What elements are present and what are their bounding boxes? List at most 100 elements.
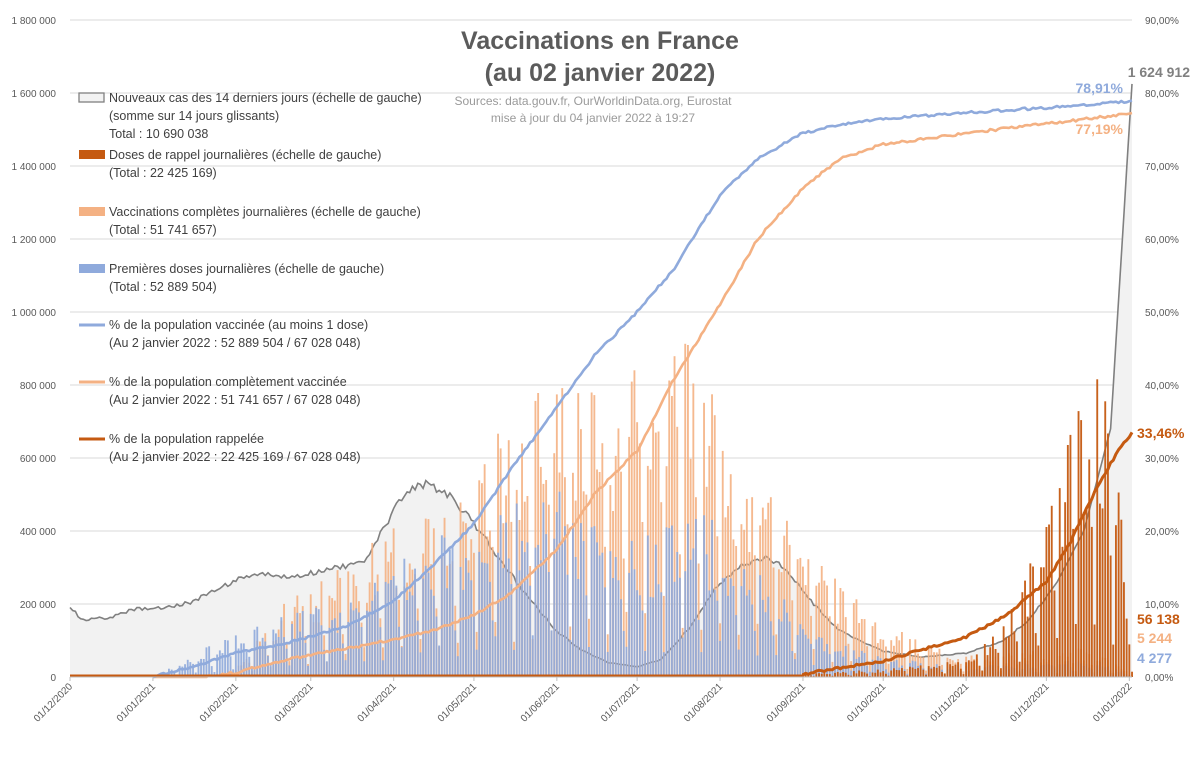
- first-bar: [280, 617, 283, 677]
- x-tick-label: 01/06/2021: [519, 681, 562, 724]
- first-bar: [695, 519, 697, 677]
- booster-bar: [1032, 566, 1034, 677]
- booster-bar: [818, 673, 820, 677]
- full-bar: [842, 591, 845, 677]
- first-bar: [679, 577, 681, 677]
- first-bar: [555, 512, 558, 677]
- full-bar: [769, 497, 772, 677]
- booster-bar: [1131, 671, 1133, 677]
- booster-bar: [844, 672, 847, 677]
- booster-bar: [1101, 508, 1104, 677]
- full-bar: [673, 356, 676, 677]
- end-label-pct-booster: 33,46%: [1137, 425, 1185, 441]
- end-label-pct-full: 77,19%: [1076, 121, 1124, 137]
- booster-bar: [1112, 644, 1115, 677]
- first-bar: [427, 572, 430, 677]
- booster-bar: [1096, 379, 1099, 677]
- first-bar: [649, 596, 652, 677]
- first-bar: [553, 538, 556, 677]
- booster-bar: [1117, 492, 1120, 677]
- first-bar: [593, 526, 596, 677]
- full-bar: [729, 474, 732, 677]
- first-bar: [839, 651, 842, 677]
- first-bar: [778, 619, 780, 677]
- first-bar: [665, 527, 668, 677]
- booster-bar: [1061, 546, 1064, 677]
- full-bar: [791, 600, 794, 677]
- end-label-first: 4 277: [1137, 650, 1172, 666]
- first-bar: [713, 589, 716, 677]
- first-bar: [802, 629, 804, 677]
- booster-bar: [930, 668, 933, 677]
- full-bar: [652, 422, 655, 677]
- first-bar: [470, 580, 473, 677]
- first-bar: [242, 643, 245, 677]
- first-bar: [422, 578, 425, 677]
- first-bar: [349, 602, 352, 677]
- first-bar: [630, 540, 633, 677]
- first-bar: [724, 577, 727, 677]
- booster-bar: [959, 668, 962, 677]
- first-bar: [299, 631, 301, 677]
- first-bar: [513, 649, 515, 677]
- booster-bar: [962, 674, 965, 677]
- booster-bar: [850, 675, 853, 677]
- first-bar: [489, 581, 491, 677]
- first-bar: [341, 643, 344, 677]
- first-bar: [887, 672, 890, 677]
- booster-bar: [1013, 631, 1016, 677]
- first-bar: [761, 599, 764, 677]
- full-bar: [922, 657, 925, 677]
- booster-bar: [1072, 528, 1075, 677]
- first-bar: [379, 627, 382, 677]
- first-bar: [729, 578, 732, 677]
- first-bar: [467, 572, 470, 677]
- first-bar: [234, 635, 237, 677]
- left-tick-label: 1 600 000: [12, 89, 57, 100]
- first-bar: [432, 595, 435, 677]
- full-bar: [713, 415, 716, 677]
- first-bar: [374, 582, 376, 677]
- first-bar: [384, 581, 387, 677]
- full-bar: [692, 383, 695, 677]
- first-bar: [189, 662, 192, 677]
- booster-bar: [1037, 645, 1040, 677]
- full-bar: [879, 639, 882, 677]
- booster-bar: [997, 652, 1000, 677]
- end-label-booster: 56 138: [1137, 611, 1180, 627]
- full-bar: [868, 663, 871, 677]
- first-bar: [807, 638, 810, 677]
- first-bar: [855, 658, 858, 677]
- booster-bar: [828, 674, 831, 677]
- first-bar: [794, 659, 796, 677]
- full-bar: [933, 652, 935, 677]
- first-bar: [820, 637, 823, 677]
- booster-bar: [1000, 668, 1002, 677]
- legend-sublabel: (Total : 51 741 657): [109, 223, 217, 237]
- full-bar: [636, 422, 639, 677]
- first-bar: [505, 522, 507, 677]
- booster-bar: [1050, 505, 1053, 677]
- full-bar: [767, 502, 770, 677]
- first-bar: [810, 643, 812, 677]
- first-bar: [735, 615, 738, 677]
- first-bar: [772, 635, 775, 677]
- booster-bar: [1053, 590, 1056, 677]
- full-bar: [751, 497, 754, 677]
- booster-bar: [860, 671, 863, 677]
- chart-subtitle: (au 02 janvier 2022): [485, 59, 716, 87]
- booster-bar: [1005, 637, 1008, 677]
- first-bar: [654, 544, 657, 677]
- first-bar: [521, 540, 523, 677]
- first-bar: [756, 655, 759, 677]
- first-bar: [783, 599, 786, 677]
- full-bar: [735, 546, 738, 677]
- first-bar: [486, 563, 489, 677]
- first-bar: [687, 523, 689, 677]
- first-bar: [542, 502, 545, 677]
- first-bar: [510, 584, 513, 677]
- first-bar: [304, 642, 307, 677]
- first-bar: [344, 660, 347, 677]
- first-bar: [652, 597, 655, 677]
- first-bar: [633, 569, 636, 677]
